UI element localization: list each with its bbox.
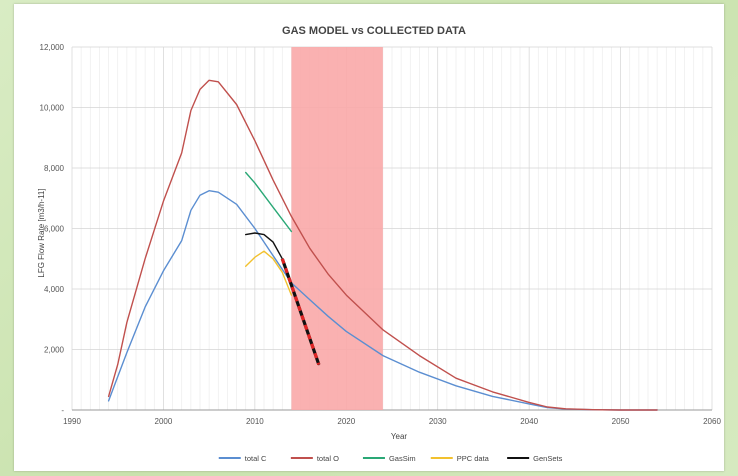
x-tick-label: 2010: [246, 417, 264, 426]
y-tick-label: 2,000: [44, 346, 65, 355]
x-tick-label: 2050: [612, 417, 630, 426]
y-tick-label: 6,000: [44, 225, 65, 234]
legend-label: GenSets: [533, 454, 562, 463]
series-line-ppc-data: [244, 250, 293, 296]
series-line-total-o: [107, 79, 658, 411]
chart: GAS MODEL vs COLLECTED DATA - 2,000 4,000 6…: [37, 25, 721, 463]
y-tick-label: 4,000: [44, 285, 65, 294]
chart-card: GAS MODEL vs COLLECTED DATA - 2,000 4,000 6…: [14, 4, 724, 471]
trend-line-dashes: [280, 258, 321, 366]
legend-label: GasSim: [389, 454, 416, 463]
y-tick-label: 8,000: [44, 164, 65, 173]
x-tick-label: 2060: [703, 417, 721, 426]
x-axis-label: Year: [391, 432, 408, 441]
chart-title: GAS MODEL vs COLLECTED DATA: [282, 25, 466, 37]
y-tick-label: -: [61, 406, 64, 415]
legend: total C total O GasSim PPC data GenSets: [218, 454, 563, 463]
legend-label: total O: [317, 454, 339, 463]
x-tick-label: 2040: [520, 417, 538, 426]
x-tick-label: 2020: [337, 417, 355, 426]
series-line-gassim: [244, 171, 293, 233]
x-tick-label: 2000: [155, 417, 173, 426]
x-tick-label: 2030: [429, 417, 447, 426]
y-tick-label: 12,000: [40, 43, 65, 52]
legend-label: PPC data: [457, 454, 490, 463]
x-tick-label: 1990: [63, 417, 81, 426]
highlight-band: [291, 47, 383, 410]
legend-label: total C: [245, 454, 267, 463]
y-axis-label: LFG Flow Rate [m3/h-11]: [37, 188, 46, 277]
y-tick-label: 10,000: [40, 104, 65, 113]
